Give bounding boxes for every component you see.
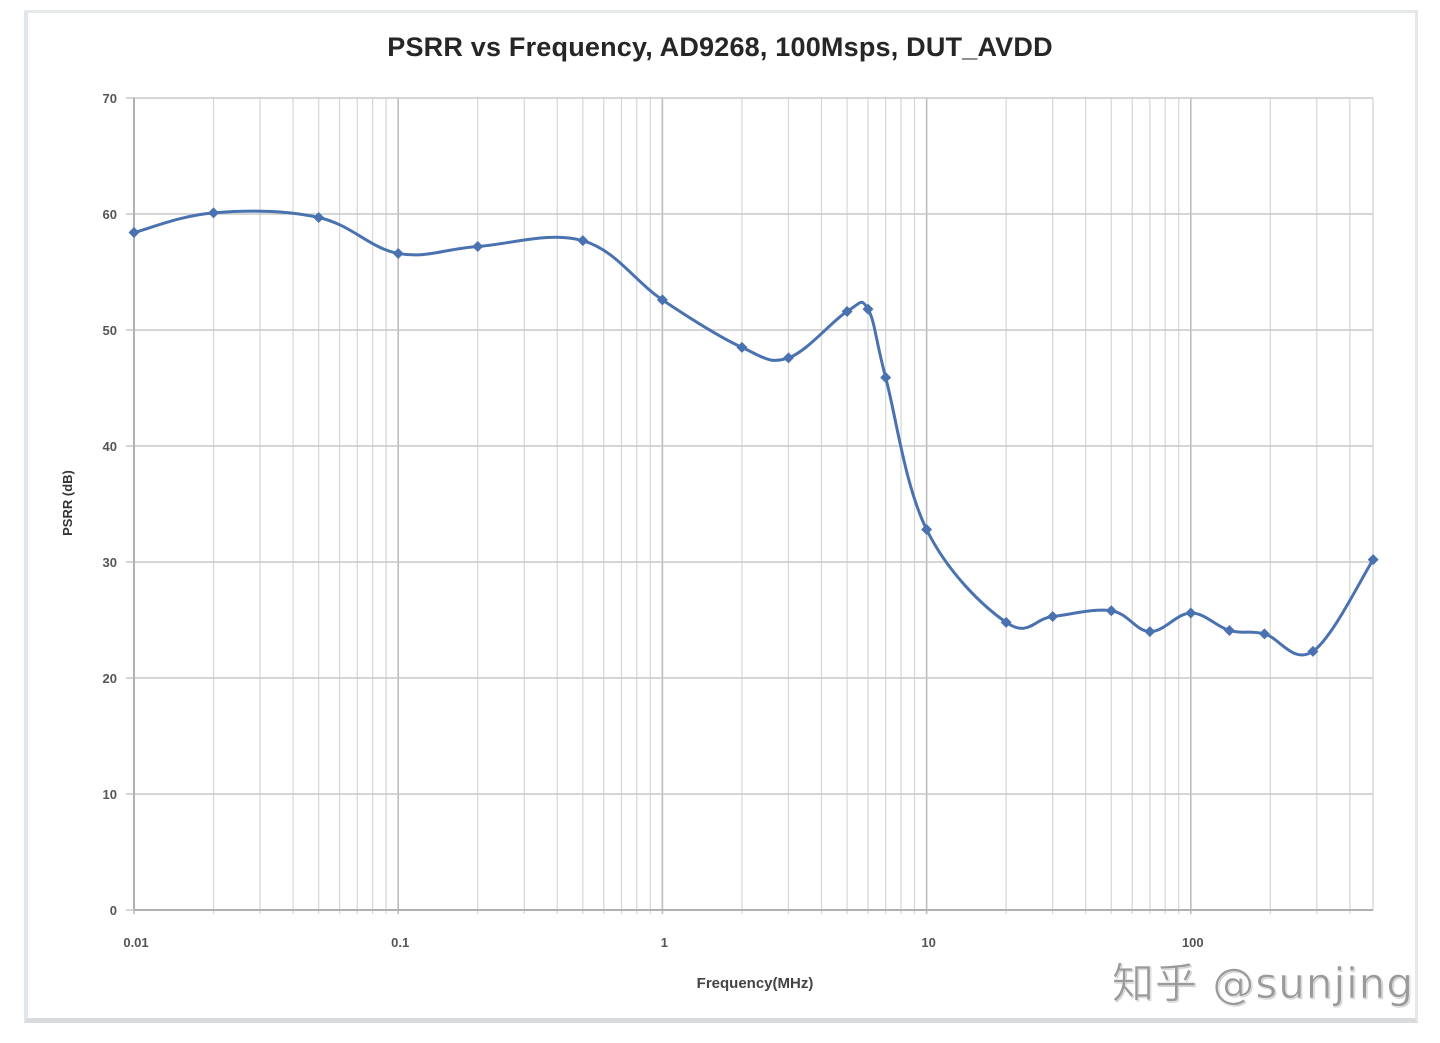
y-tick-label: 70 [103, 91, 117, 106]
x-tick-label: 0.1 [391, 935, 409, 950]
chart-title: PSRR vs Frequency, AD9268, 100Msps, DUT_… [387, 32, 1053, 62]
x-axis-label: Frequency(MHz) [697, 975, 814, 992]
x-tick-label: 1 [661, 935, 668, 950]
data-point-marker [880, 372, 892, 384]
chart-frame [24, 10, 1418, 1023]
data-point-marker [1144, 626, 1156, 638]
y-tick-label: 30 [103, 555, 117, 570]
data-point-marker [921, 524, 933, 536]
data-point-marker [862, 303, 874, 315]
y-tick-label: 60 [103, 207, 117, 222]
x-tick-label: 10 [921, 935, 935, 950]
data-point-marker [1307, 645, 1319, 657]
y-tick-label: 50 [103, 323, 117, 338]
x-tick-label: 0.01 [123, 935, 148, 950]
data-point-marker [1258, 628, 1270, 640]
psrr-series-markers [128, 207, 1379, 657]
psrr-series-line [133, 209, 1375, 657]
data-point-marker [841, 305, 853, 317]
data-point-marker [1223, 624, 1235, 636]
data-point-marker [656, 294, 668, 306]
y-tick-label: 10 [103, 787, 117, 802]
y-tick-label: 40 [103, 439, 117, 454]
watermark-text: 知乎 @sunjing [1112, 959, 1415, 1009]
y-tick-label: 0 [110, 903, 117, 918]
data-point-marker [128, 227, 140, 239]
y-axis-label: PSRR (dB) [60, 470, 75, 536]
data-point-marker [1185, 607, 1197, 619]
x-tick-label: 100 [1182, 935, 1204, 950]
data-point-marker [577, 235, 589, 247]
data-point-marker [313, 211, 325, 223]
data-point-marker [1105, 605, 1117, 617]
y-tick-label: 20 [103, 671, 117, 686]
data-point-marker [1047, 611, 1059, 623]
data-point-marker [782, 352, 794, 364]
data-point-marker [1367, 554, 1379, 566]
grid-lines [126, 97, 1374, 914]
data-point-marker [736, 341, 748, 353]
y-tick-labels: 0 10 20 30 40 50 60 70 [103, 91, 117, 918]
data-point-marker [472, 240, 484, 252]
data-point-marker [1000, 616, 1012, 628]
x-tick-labels: 0.01 0.1 1 10 100 [123, 935, 1203, 950]
data-point-marker [392, 247, 404, 259]
data-point-marker [208, 207, 220, 219]
